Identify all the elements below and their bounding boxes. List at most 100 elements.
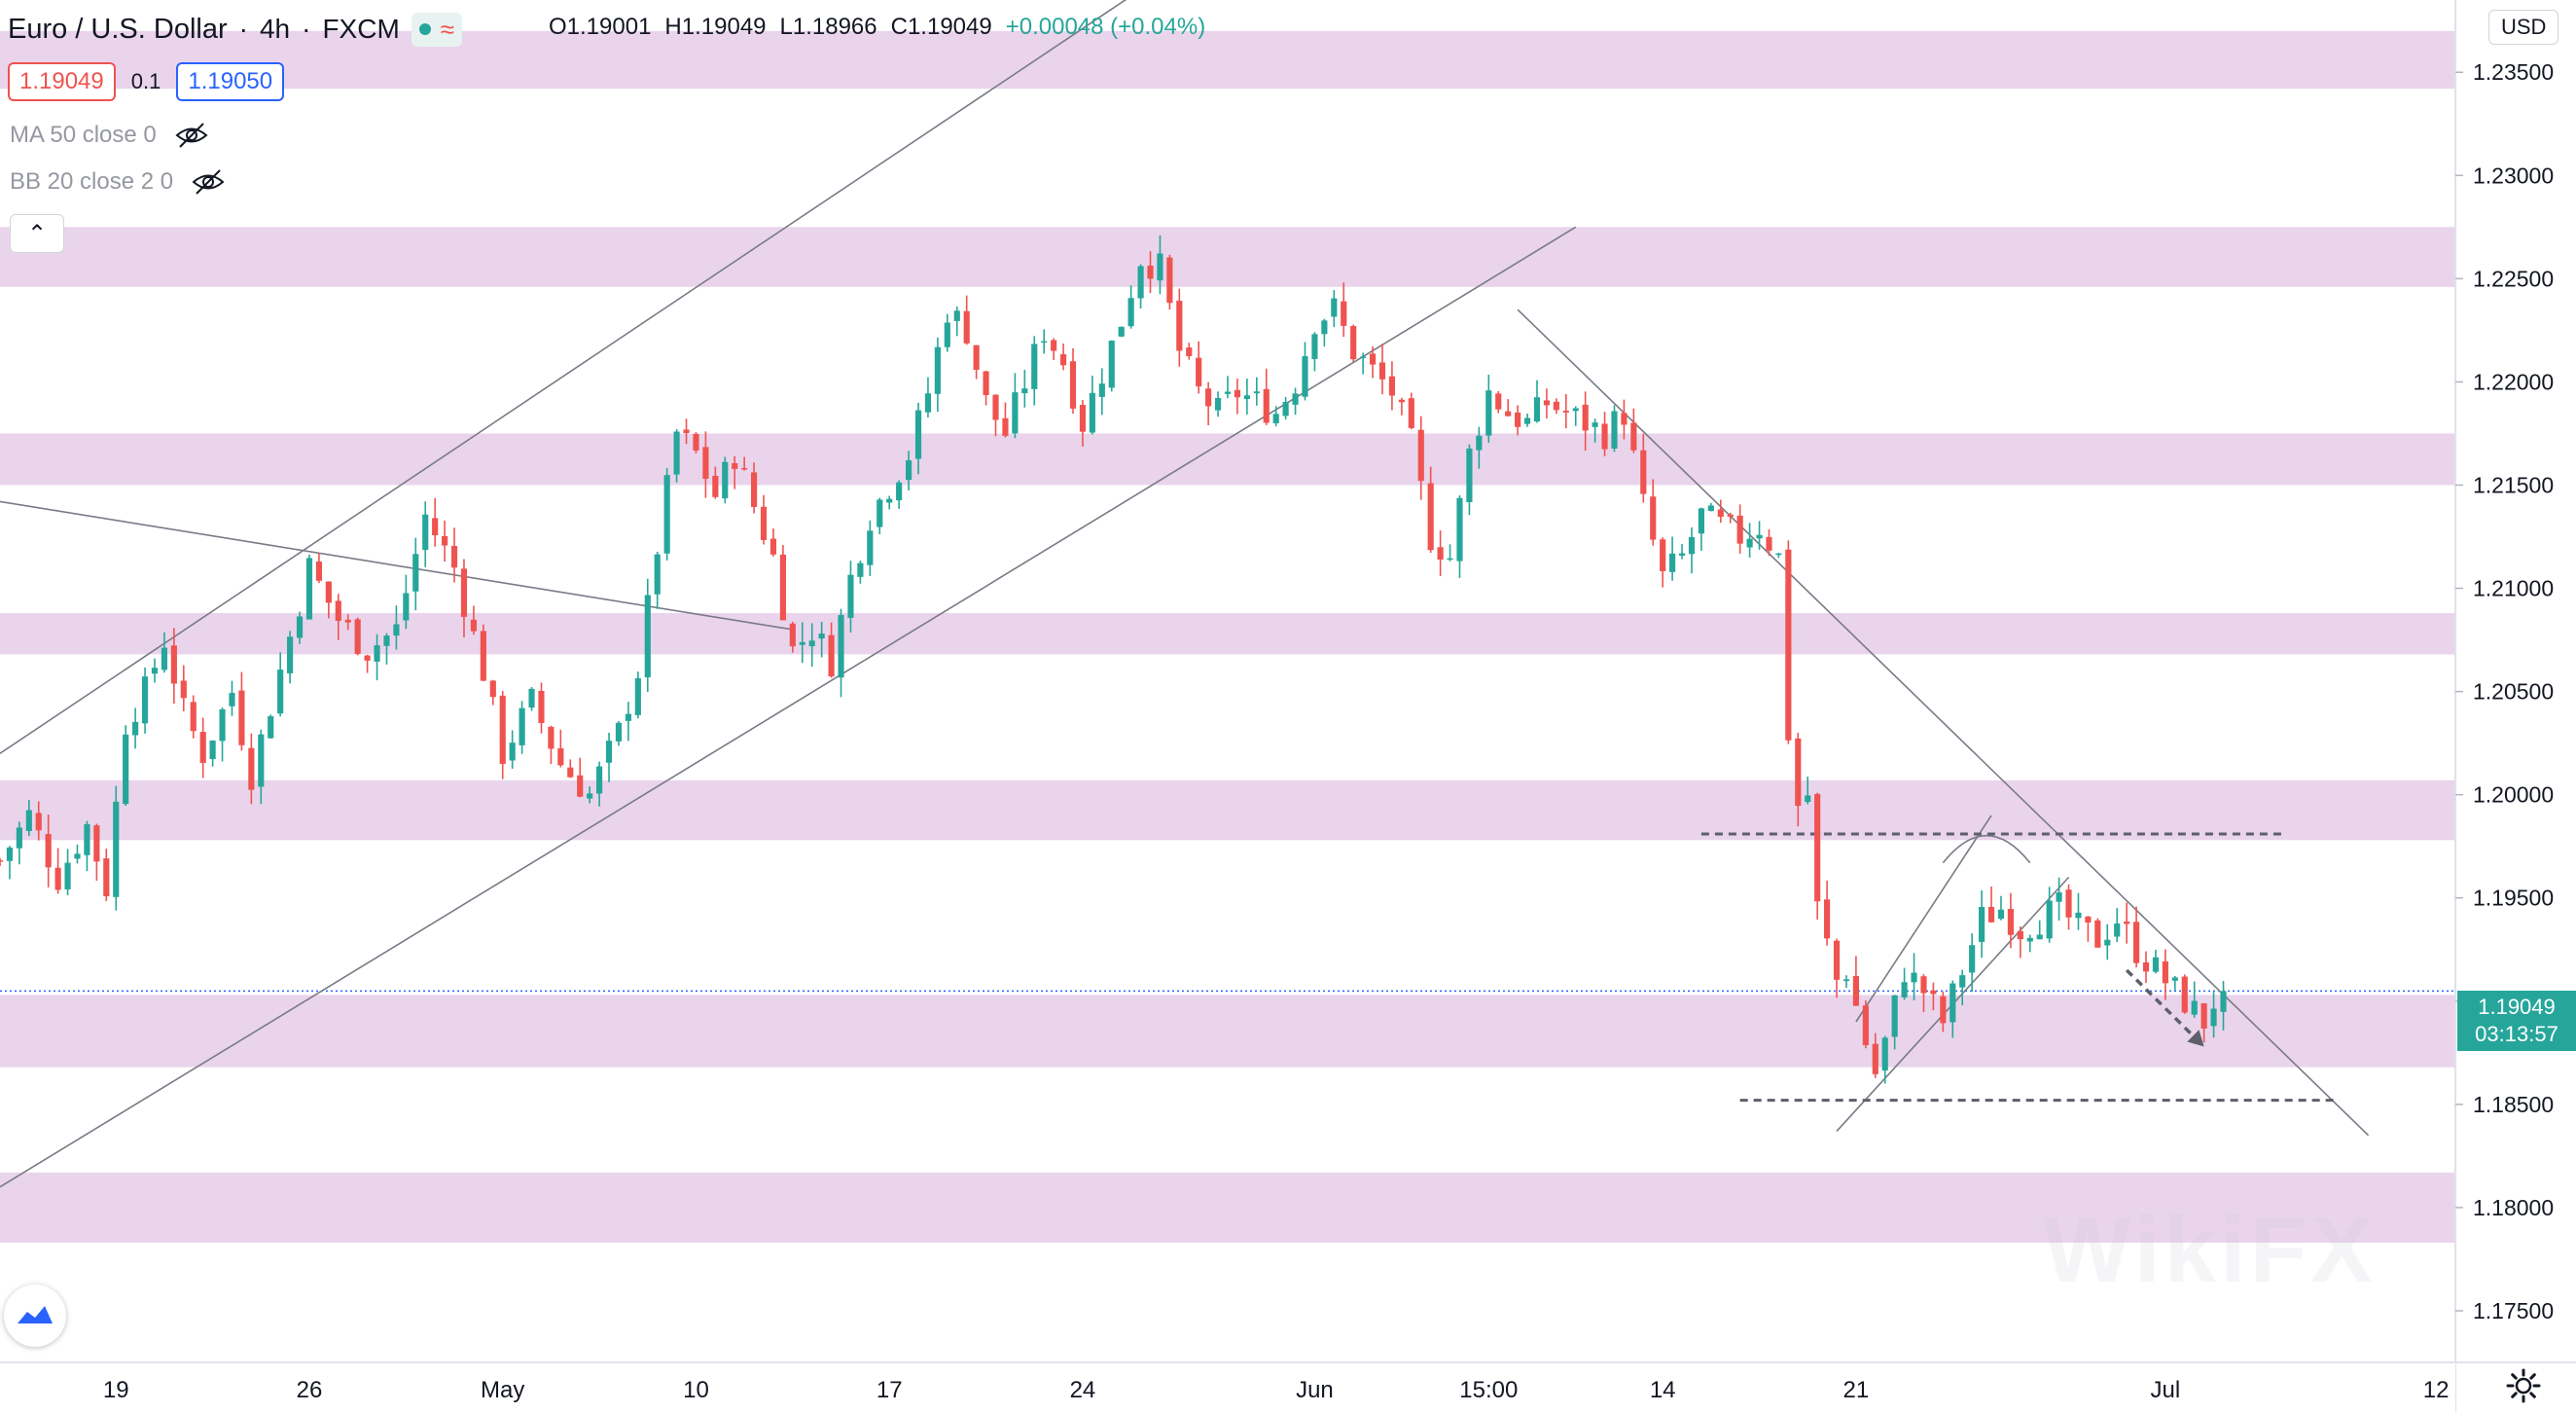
candle[interactable] xyxy=(1447,544,1453,562)
candle[interactable] xyxy=(1678,544,1686,560)
market-status-badge[interactable]: ≈ xyxy=(411,12,463,47)
candle[interactable] xyxy=(1987,887,1995,924)
candle[interactable] xyxy=(1621,399,1628,440)
candle[interactable] xyxy=(1388,361,1396,411)
candle[interactable] xyxy=(1417,416,1424,500)
time-axis-panel[interactable] xyxy=(0,1362,2455,1413)
candle[interactable] xyxy=(528,687,535,711)
candle[interactable] xyxy=(983,370,989,406)
candle[interactable] xyxy=(654,551,661,609)
candle[interactable] xyxy=(1378,344,1386,395)
candle[interactable] xyxy=(1814,792,1821,920)
candle[interactable] xyxy=(6,846,14,880)
candle[interactable] xyxy=(442,521,448,562)
candle[interactable] xyxy=(779,545,786,621)
candle[interactable] xyxy=(2200,1002,2207,1043)
flag-upper-line[interactable] xyxy=(1855,815,1992,1023)
candle[interactable] xyxy=(480,624,486,682)
candle[interactable] xyxy=(450,527,458,583)
candle[interactable] xyxy=(248,733,255,805)
candle[interactable] xyxy=(1969,933,1976,993)
candle[interactable] xyxy=(644,578,651,692)
candle[interactable] xyxy=(769,528,777,557)
candle[interactable] xyxy=(1881,1035,1888,1084)
candle[interactable] xyxy=(2007,892,2014,949)
candle[interactable] xyxy=(857,561,864,584)
candle[interactable] xyxy=(1950,980,1956,1038)
candle[interactable] xyxy=(1572,406,1579,426)
candle[interactable] xyxy=(1601,412,1608,456)
candle[interactable] xyxy=(1940,991,1947,1033)
candle[interactable] xyxy=(1505,399,1512,417)
candle[interactable] xyxy=(403,574,410,630)
candle[interactable] xyxy=(1059,344,1067,371)
candle[interactable] xyxy=(25,799,32,836)
candle[interactable] xyxy=(1727,512,1734,524)
candle[interactable] xyxy=(1186,343,1193,360)
candle[interactable] xyxy=(209,740,216,767)
channel-lower-line[interactable] xyxy=(0,226,1577,1188)
candle[interactable] xyxy=(1872,1033,1878,1078)
candle[interactable] xyxy=(354,617,361,656)
candle[interactable] xyxy=(1282,396,1289,419)
candle[interactable] xyxy=(722,456,729,504)
candle[interactable] xyxy=(296,611,304,644)
candle[interactable] xyxy=(2162,949,2168,1000)
candle[interactable] xyxy=(1523,413,1531,427)
candle[interactable] xyxy=(1766,528,1772,557)
candle[interactable] xyxy=(64,849,71,895)
eye-hidden-icon[interactable] xyxy=(191,167,226,197)
candle[interactable] xyxy=(1930,982,1937,1011)
candle[interactable] xyxy=(1069,348,1077,415)
candle[interactable] xyxy=(74,844,81,864)
candle[interactable] xyxy=(1669,536,1676,581)
candle[interactable] xyxy=(1543,388,1551,418)
candle[interactable] xyxy=(1592,418,1598,443)
candle[interactable] xyxy=(1369,345,1377,379)
candle[interactable] xyxy=(219,707,226,762)
candle[interactable] xyxy=(1736,504,1743,554)
candle[interactable] xyxy=(1611,405,1618,453)
candle[interactable] xyxy=(0,857,4,867)
candle[interactable] xyxy=(315,553,323,584)
candle[interactable] xyxy=(867,520,874,576)
candle[interactable] xyxy=(741,456,748,471)
candle[interactable] xyxy=(2046,887,2053,943)
symbol-name[interactable]: Euro / U.S. Dollar xyxy=(8,13,228,45)
candle[interactable] xyxy=(1021,369,1028,408)
candle[interactable] xyxy=(732,455,738,489)
price-axis-panel[interactable] xyxy=(2455,0,2576,1413)
candle[interactable] xyxy=(335,594,341,640)
candle[interactable] xyxy=(2132,906,2140,968)
candle[interactable] xyxy=(16,821,22,865)
interval-label[interactable]: 4h xyxy=(259,14,291,44)
candle[interactable] xyxy=(287,631,294,684)
candle[interactable] xyxy=(374,634,380,681)
candle[interactable] xyxy=(151,658,159,683)
sr-zone[interactable] xyxy=(0,433,2455,486)
candle[interactable] xyxy=(1108,340,1115,392)
candle[interactable] xyxy=(1756,521,1763,550)
candle[interactable] xyxy=(1805,776,1811,805)
candle[interactable] xyxy=(625,702,631,742)
candle[interactable] xyxy=(432,497,439,547)
candle[interactable] xyxy=(1911,953,1917,1000)
candle[interactable] xyxy=(683,418,690,445)
candle[interactable] xyxy=(1824,880,1831,946)
candle[interactable] xyxy=(1341,282,1347,338)
candle[interactable] xyxy=(1360,352,1367,375)
descending-trendline[interactable] xyxy=(0,500,793,631)
candle[interactable] xyxy=(1012,373,1019,439)
candle[interactable] xyxy=(605,733,613,782)
candle[interactable] xyxy=(1466,444,1473,516)
candle[interactable] xyxy=(1079,399,1087,447)
candle[interactable] xyxy=(712,466,719,499)
candle[interactable] xyxy=(1302,342,1308,401)
candle[interactable] xyxy=(1176,288,1183,367)
candle[interactable] xyxy=(1321,318,1328,347)
candle[interactable] xyxy=(2124,902,2130,944)
indicator-ma[interactable]: MA 50 close 0 xyxy=(10,121,209,150)
candle[interactable] xyxy=(587,786,593,804)
candle[interactable] xyxy=(489,679,496,706)
candle[interactable] xyxy=(548,725,555,765)
